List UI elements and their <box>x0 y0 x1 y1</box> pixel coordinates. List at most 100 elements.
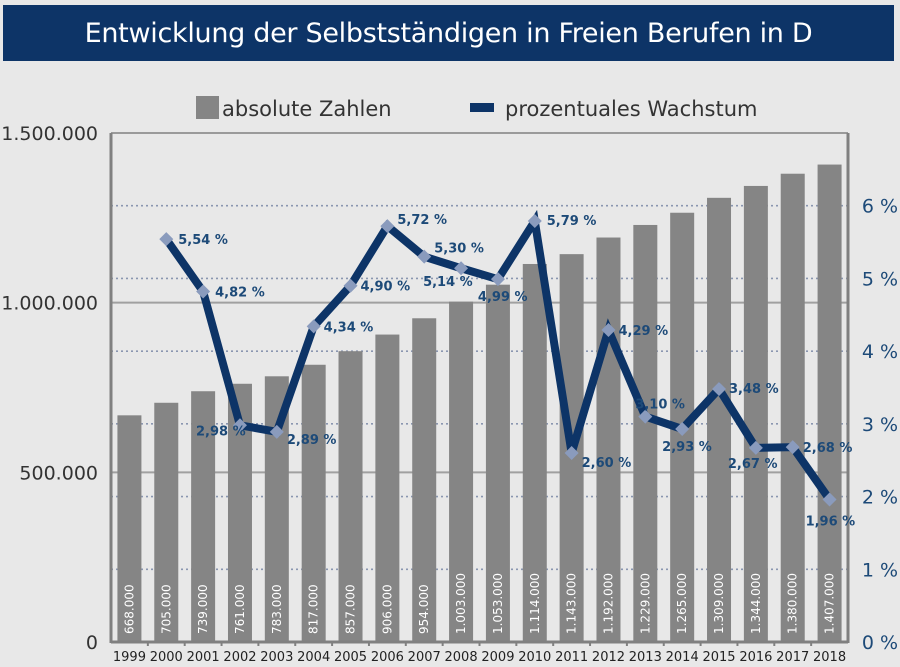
y-right-tick-label: 2 % <box>862 487 898 509</box>
line-label-2018: 1,96 % <box>806 514 856 529</box>
bar-label-2013: 1.229.000 <box>638 573 652 634</box>
line-label-2017: 2,68 % <box>803 441 853 456</box>
line-label-2004: 4,34 % <box>324 320 374 335</box>
x-tick-label: 1999 <box>113 650 146 665</box>
bar-2017 <box>780 173 805 642</box>
x-tick-label: 2007 <box>408 650 441 665</box>
bar-label-2002: 761.000 <box>233 584 247 634</box>
bar-2000 <box>154 402 179 642</box>
x-tick-label: 2004 <box>297 650 330 665</box>
bar-2010 <box>522 263 547 642</box>
bar-label-2016: 1.344.000 <box>749 573 763 634</box>
y-right-tick-label: 6 % <box>862 196 898 218</box>
x-tick-label: 2017 <box>776 650 809 665</box>
line-label-2006: 5,72 % <box>397 213 447 228</box>
marker-2014 <box>675 421 690 436</box>
x-tick-label: 2018 <box>813 650 846 665</box>
y-right-tick-label: 1 % <box>862 559 898 581</box>
bar-label-2014: 1.265.000 <box>675 573 689 634</box>
x-tick-label: 2013 <box>629 650 662 665</box>
y-right-tick-label: 5 % <box>862 268 898 290</box>
bar-2018 <box>817 164 842 643</box>
bar-label-2018: 1.407.000 <box>823 573 837 634</box>
line-label-2012: 4,29 % <box>618 324 668 339</box>
marker-2013 <box>638 409 653 424</box>
line-label-2011: 2,60 % <box>582 456 632 471</box>
bar-label-1999: 668.000 <box>122 584 136 634</box>
line-label-2000: 5,54 % <box>178 233 228 248</box>
x-tick-label: 2008 <box>445 650 478 665</box>
bar-2007 <box>412 318 437 642</box>
legend-swatch-line <box>470 103 494 112</box>
line-label-2009: 4,99 % <box>478 290 528 305</box>
line-label-2005: 4,90 % <box>361 280 411 295</box>
marker-2008 <box>454 261 469 276</box>
line-label-2010: 5,79 % <box>547 214 597 229</box>
bar-label-2006: 906.000 <box>380 584 394 634</box>
marker-2002 <box>232 418 247 433</box>
marker-2016 <box>748 440 763 455</box>
y-left-tick-label: 0 <box>86 632 98 654</box>
bar-label-2000: 705.000 <box>159 584 173 634</box>
line-label-2001: 4,82 % <box>215 286 265 301</box>
y-right-tick-label: 3 % <box>862 414 898 436</box>
line-series <box>159 209 837 507</box>
chart-title: Entwicklung der Selbstständigen in Freie… <box>3 5 894 61</box>
legend-label-bars: absolute Zahlen <box>222 97 392 121</box>
bar-2004 <box>301 364 326 642</box>
bar-label-2011: 1.143.000 <box>565 573 579 634</box>
marker-2001 <box>196 284 211 299</box>
line-label-2013: 3,10 % <box>635 398 685 413</box>
line-label-2008: 5,14 % <box>423 275 473 290</box>
marker-2004 <box>306 319 321 334</box>
y-left-tick-label: 1.500.000 <box>1 123 98 145</box>
bar-label-2012: 1.192.000 <box>601 573 615 634</box>
marker-2007 <box>417 249 432 264</box>
bar-label-2010: 1.114.000 <box>528 573 542 634</box>
bar-label-2005: 857.000 <box>344 584 358 634</box>
bar-2005 <box>338 351 363 642</box>
x-tick-label: 2011 <box>555 650 588 665</box>
bar-label-2015: 1.309.000 <box>712 573 726 634</box>
bar-label-2007: 954.000 <box>417 584 431 634</box>
marker-2018 <box>822 492 837 507</box>
bar-2001 <box>191 391 216 642</box>
bar-2012 <box>596 237 621 643</box>
x-tick-label: 2014 <box>666 650 699 665</box>
y-right-tick-label: 4 % <box>862 341 898 363</box>
bar-label-2008: 1.003.000 <box>454 573 468 634</box>
marker-2017 <box>785 440 800 455</box>
x-tick-label: 2001 <box>187 650 220 665</box>
line-label-2016: 2,67 % <box>728 457 778 472</box>
marker-2006 <box>380 219 395 234</box>
legend-swatch-bars <box>196 96 219 119</box>
bar-label-2017: 1.380.000 <box>786 573 800 634</box>
bar-label-2004: 817.000 <box>307 584 321 634</box>
x-tick-label: 2006 <box>371 650 404 665</box>
x-tick-label: 2010 <box>518 650 551 665</box>
bar-2013 <box>633 224 658 642</box>
bar-1999 <box>117 415 142 642</box>
y-right-tick-label: 0 % <box>862 632 898 654</box>
y-left-tick-label: 1.000.000 <box>1 293 98 315</box>
x-tick-label: 2005 <box>334 650 367 665</box>
bar-2008 <box>449 301 474 642</box>
line-label-2003: 2,89 % <box>287 433 337 448</box>
data-labels: 5,54 % 4,82 % 2,98 % 2,89 % 4,34 % 4,90 % 5,72… <box>178 213 855 529</box>
x-tick-label: 2016 <box>739 650 772 665</box>
y-left-tick-label: 500.000 <box>19 462 98 484</box>
legend: absolute Zahlen prozentuales Wachstum <box>196 96 757 121</box>
legend-label-line: prozentuales Wachstum <box>505 97 757 121</box>
x-tick-label: 2003 <box>260 650 293 665</box>
bar-2016 <box>743 185 768 642</box>
bar-2015 <box>707 197 732 642</box>
bar-label-2003: 783.000 <box>270 584 284 634</box>
x-tick-label: 2009 <box>481 650 514 665</box>
bar-label-2009: 1.053.000 <box>491 573 505 634</box>
bar-2009 <box>485 284 510 642</box>
axes: 0 500.000 1.000.000 1.500.000 0 % 1 % 2 % 3 % 4 … <box>1 123 898 665</box>
x-tick-label: 2002 <box>223 650 256 665</box>
x-tick-label: 2000 <box>150 650 183 665</box>
line-label-2007: 5,30 % <box>434 242 484 257</box>
